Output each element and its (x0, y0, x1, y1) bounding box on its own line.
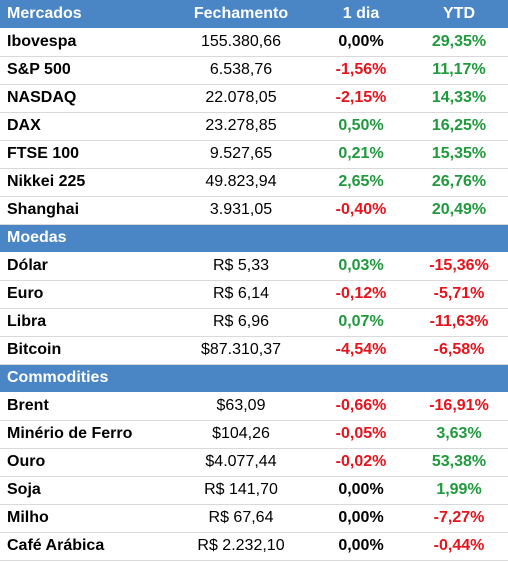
change-1day: -0,05% (312, 420, 410, 449)
change-1day: 0,00% (312, 504, 410, 533)
change-1day: -0,12% (312, 280, 410, 309)
table-row: Minério de Ferro $104,26 -0,05% 3,63% (0, 420, 508, 449)
table-row: Milho R$ 67,64 0,00% -7,27% (0, 504, 508, 533)
close-value: 3.931,05 (170, 196, 312, 225)
change-ytd: 53,38% (410, 448, 508, 477)
table-row: Ouro $4.077,44 -0,02% 53,38% (0, 448, 508, 477)
asset-name: Bitcoin (0, 336, 170, 365)
change-1day: -0,02% (312, 448, 410, 477)
change-1day: 0,00% (312, 476, 410, 505)
change-1day: -1,56% (312, 56, 410, 85)
change-ytd: 15,35% (410, 140, 508, 169)
close-value: $4.077,44 (170, 448, 312, 477)
header-close: Fechamento (170, 0, 312, 29)
change-ytd: -0,44% (410, 532, 508, 561)
table-row: Café Arábica R$ 2.232,10 0,00% -0,44% (0, 532, 508, 561)
asset-name: Café Arábica (0, 532, 170, 561)
asset-name: Nikkei 225 (0, 168, 170, 197)
change-1day: 0,03% (312, 252, 410, 281)
close-value: 155.380,66 (170, 28, 312, 57)
change-1day: -4,54% (312, 336, 410, 365)
change-1day: 0,50% (312, 112, 410, 141)
section-header: Moedas (0, 224, 508, 253)
table-row: Shanghai 3.931,05 -0,40% 20,49% (0, 196, 508, 225)
change-1day: -0,66% (312, 392, 410, 421)
close-value: R$ 141,70 (170, 476, 312, 505)
header-markets: Mercados (0, 0, 170, 29)
table-row: Nikkei 225 49.823,94 2,65% 26,76% (0, 168, 508, 197)
table-row: NASDAQ 22.078,05 -2,15% 14,33% (0, 84, 508, 113)
change-ytd: 16,25% (410, 112, 508, 141)
close-value: 22.078,05 (170, 84, 312, 113)
change-ytd: -6,58% (410, 336, 508, 365)
table-row: Dólar R$ 5,33 0,03% -15,36% (0, 252, 508, 281)
section-title: Moedas (0, 224, 508, 253)
close-value: $104,26 (170, 420, 312, 449)
change-1day: 0,07% (312, 308, 410, 337)
table-row: S&P 500 6.538,76 -1,56% 11,17% (0, 56, 508, 85)
change-ytd: -16,91% (410, 392, 508, 421)
close-value: $63,09 (170, 392, 312, 421)
table-row: Brent $63,09 -0,66% -16,91% (0, 392, 508, 421)
change-ytd: -11,63% (410, 308, 508, 337)
change-ytd: 26,76% (410, 168, 508, 197)
change-ytd: 1,99% (410, 476, 508, 505)
close-value: R$ 6,14 (170, 280, 312, 309)
asset-name: Euro (0, 280, 170, 309)
asset-name: Libra (0, 308, 170, 337)
asset-name: Dólar (0, 252, 170, 281)
close-value: 49.823,94 (170, 168, 312, 197)
asset-name: S&P 500 (0, 56, 170, 85)
table-header-row: Mercados Fechamento 1 dia YTD (0, 0, 508, 29)
table-row: DAX 23.278,85 0,50% 16,25% (0, 112, 508, 141)
asset-name: NASDAQ (0, 84, 170, 113)
change-ytd: -15,36% (410, 252, 508, 281)
asset-name: DAX (0, 112, 170, 141)
close-value: R$ 5,33 (170, 252, 312, 281)
table-row: Euro R$ 6,14 -0,12% -5,71% (0, 280, 508, 309)
close-value: 9.527,65 (170, 140, 312, 169)
close-value: R$ 2.232,10 (170, 532, 312, 561)
close-value: R$ 6,96 (170, 308, 312, 337)
asset-name: Ouro (0, 448, 170, 477)
asset-name: Brent (0, 392, 170, 421)
asset-name: Milho (0, 504, 170, 533)
change-ytd: 11,17% (410, 56, 508, 85)
close-value: 6.538,76 (170, 56, 312, 85)
close-value: 23.278,85 (170, 112, 312, 141)
change-ytd: 29,35% (410, 28, 508, 57)
table-row: FTSE 100 9.527,65 0,21% 15,35% (0, 140, 508, 169)
change-1day: -2,15% (312, 84, 410, 113)
change-1day: 0,00% (312, 532, 410, 561)
table-row: Libra R$ 6,96 0,07% -11,63% (0, 308, 508, 337)
change-1day: 2,65% (312, 168, 410, 197)
table-row: Ibovespa 155.380,66 0,00% 29,35% (0, 28, 508, 57)
asset-name: FTSE 100 (0, 140, 170, 169)
header-ytd: YTD (410, 0, 508, 29)
change-ytd: 20,49% (410, 196, 508, 225)
close-value: $87.310,37 (170, 336, 312, 365)
header-1day: 1 dia (312, 0, 410, 29)
change-1day: -0,40% (312, 196, 410, 225)
asset-name: Shanghai (0, 196, 170, 225)
change-ytd: 14,33% (410, 84, 508, 113)
change-1day: 0,21% (312, 140, 410, 169)
change-1day: 0,00% (312, 28, 410, 57)
asset-name: Ibovespa (0, 28, 170, 57)
asset-name: Minério de Ferro (0, 420, 170, 449)
asset-name: Soja (0, 476, 170, 505)
table-row: Bitcoin $87.310,37 -4,54% -6,58% (0, 336, 508, 365)
table-row: Soja R$ 141,70 0,00% 1,99% (0, 476, 508, 505)
close-value: R$ 67,64 (170, 504, 312, 533)
section-title: Commodities (0, 364, 508, 393)
change-ytd: -7,27% (410, 504, 508, 533)
change-ytd: -5,71% (410, 280, 508, 309)
section-header: Commodities (0, 364, 508, 393)
change-ytd: 3,63% (410, 420, 508, 449)
